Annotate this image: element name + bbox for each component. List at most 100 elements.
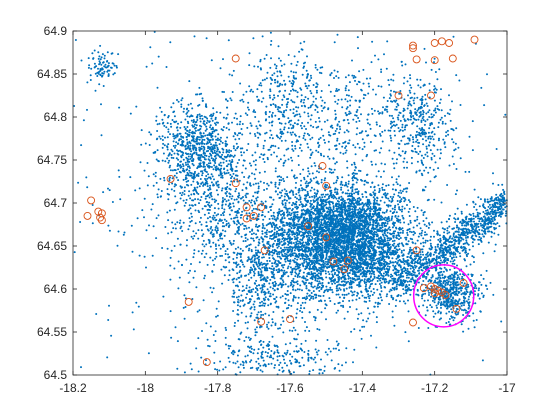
data-point <box>379 285 382 287</box>
data-point <box>295 193 298 196</box>
data-point <box>383 229 386 232</box>
data-point <box>347 239 349 242</box>
data-point <box>386 231 389 234</box>
data-point <box>336 210 339 213</box>
data-point <box>373 241 376 244</box>
data-point <box>372 224 375 227</box>
data-point <box>381 186 384 189</box>
data-point <box>407 240 410 243</box>
data-point <box>221 282 224 285</box>
data-point <box>135 105 138 108</box>
data-point <box>320 178 323 181</box>
data-point <box>259 251 261 254</box>
data-point <box>368 269 371 272</box>
data-point <box>172 133 175 136</box>
data-point <box>320 238 323 241</box>
data-point <box>259 301 262 304</box>
data-point <box>391 200 394 202</box>
data-point <box>247 249 250 252</box>
data-point <box>356 317 359 320</box>
data-point <box>269 209 272 212</box>
data-point <box>372 236 375 239</box>
data-point <box>332 208 335 210</box>
data-point <box>273 251 276 254</box>
data-point <box>384 195 387 198</box>
data-point <box>296 213 299 216</box>
data-point <box>333 245 336 248</box>
data-point <box>413 255 416 258</box>
data-point <box>349 306 351 308</box>
data-point <box>306 175 309 178</box>
data-point <box>308 265 311 268</box>
data-point <box>424 233 426 236</box>
data-point <box>295 211 298 214</box>
data-point <box>276 211 279 214</box>
data-point <box>357 233 360 236</box>
data-point <box>346 244 349 247</box>
data-point <box>293 249 296 252</box>
data-point <box>316 328 319 330</box>
data-point <box>369 250 372 253</box>
data-point <box>372 203 375 206</box>
data-point <box>332 212 335 215</box>
data-point <box>347 274 349 277</box>
data-point <box>308 216 311 218</box>
data-point <box>346 310 349 313</box>
data-point <box>313 245 316 248</box>
data-point <box>375 175 378 178</box>
data-point <box>369 207 372 210</box>
data-point <box>146 162 149 164</box>
data-point <box>271 203 274 206</box>
data-point <box>383 201 386 204</box>
data-point <box>322 254 324 257</box>
data-point <box>393 278 396 281</box>
data-point <box>246 238 249 241</box>
data-point <box>379 277 382 280</box>
data-point <box>307 248 310 251</box>
data-point <box>338 196 341 199</box>
data-point <box>291 219 294 221</box>
data-point <box>337 289 340 292</box>
data-point <box>302 257 304 260</box>
data-point <box>295 316 298 319</box>
data-point <box>303 216 306 219</box>
data-point <box>377 297 380 300</box>
data-point <box>294 237 297 240</box>
data-point <box>283 188 286 191</box>
data-point <box>310 186 313 189</box>
data-point <box>301 238 304 241</box>
data-point <box>321 284 324 287</box>
data-point <box>393 253 396 256</box>
data-point <box>320 228 323 231</box>
data-point <box>349 205 352 208</box>
data-point <box>384 286 387 289</box>
data-point <box>285 246 288 249</box>
data-point <box>324 177 327 180</box>
data-point <box>412 233 415 236</box>
data-point <box>314 223 317 226</box>
data-point <box>367 262 370 265</box>
data-point <box>290 227 293 230</box>
data-point <box>320 260 323 263</box>
data-point <box>301 262 304 265</box>
data-point <box>296 302 299 305</box>
data-point <box>335 161 338 164</box>
data-point <box>382 234 385 237</box>
data-point <box>312 265 315 267</box>
data-point <box>360 213 362 216</box>
data-point <box>279 232 282 235</box>
data-point <box>329 209 332 212</box>
data-point <box>325 201 328 204</box>
data-point <box>349 245 352 248</box>
data-point <box>336 234 339 237</box>
data-point <box>366 198 369 201</box>
data-point <box>277 245 280 248</box>
data-point <box>293 213 296 216</box>
data-point <box>169 122 172 125</box>
data-point <box>337 246 340 249</box>
data-point <box>348 299 351 302</box>
data-point <box>287 228 290 231</box>
data-point <box>250 249 253 251</box>
data-point <box>399 231 402 234</box>
data-point <box>298 288 301 291</box>
